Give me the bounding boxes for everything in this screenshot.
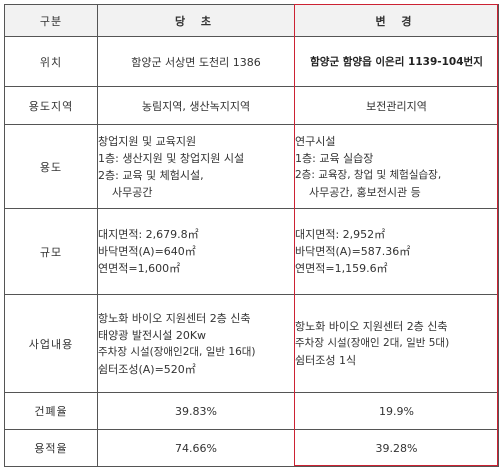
use-after-line: 2층: 교육장, 창업 및 체험실습장,	[295, 168, 442, 181]
project-after: 항노화 바이오 지원센터 2층 신축 주차장 시설(장애인 2대, 일반 5대)…	[294, 294, 499, 393]
header-original: 당 초	[97, 4, 295, 37]
location-after: 함양군 함양읍 이은리 1139-104번지	[294, 36, 499, 87]
scale-after-line: 바닥면적(A)=587.36㎡	[295, 245, 411, 258]
header-category: 구분	[4, 4, 98, 37]
row-floor-ratio: 용적율 74.66% 39.28%	[4, 429, 499, 467]
zoning-before: 농림지역, 생산녹지지역	[97, 86, 295, 125]
scale-after-line: 대지면적: 2,952㎡	[295, 228, 386, 241]
project-before: 항노화 바이오 지원센터 2층 신축 태양광 발전시설 20Kw 주차장 시설(…	[97, 294, 295, 393]
row-project: 사업내용 항노화 바이오 지원센터 2층 신축 태양광 발전시설 20Kw 주차…	[4, 294, 499, 393]
header-changed: 변 경	[294, 4, 499, 37]
project-before-line: 태양광 발전시설 20Kw	[98, 328, 207, 342]
label-scale: 규모	[4, 208, 98, 295]
header-row: 구분 당 초 변 경	[4, 4, 499, 37]
scale-before-line: 연면적=1,600㎡	[98, 262, 181, 275]
use-after-line: 1층: 교육 실습장	[295, 151, 374, 165]
row-zoning: 용도지역 농림지역, 생산녹지지역 보전관리지역	[4, 86, 499, 125]
use-before-line: 1층: 생산지원 및 창업지원 시설	[98, 151, 245, 165]
project-before-line: 주차장 시설(장애인2대, 일반 16대)	[98, 345, 256, 358]
row-location: 위치 함양군 서상면 도천리 1386 함양군 함양읍 이은리 1139-104…	[4, 36, 499, 87]
label-use: 용도	[4, 124, 98, 209]
row-use: 용도 창업지원 및 교육지원 1층: 생산지원 및 창업지원 시설 2층: 교육…	[4, 124, 499, 209]
use-before-line: 창업지원 및 교육지원	[98, 134, 197, 148]
row-scale: 규모 대지면적: 2,679.8㎡ 바닥면적(A)=640㎡ 연면적=1,600…	[4, 208, 499, 295]
coverage-after: 19.9%	[294, 392, 499, 430]
row-coverage: 건폐율 39.83% 19.9%	[4, 392, 499, 430]
project-after-line: 항노화 바이오 지원센터 2층 신축	[295, 320, 448, 333]
comparison-table: 구분 당 초 변 경 위치 함양군 서상면 도천리 1386 함양군 함양읍 이…	[4, 4, 499, 467]
project-after-line: 쉼터조성 1식	[295, 354, 357, 367]
scale-before-line: 대지면적: 2,679.8㎡	[98, 228, 199, 241]
floor-ratio-after: 39.28%	[294, 429, 499, 467]
use-before: 창업지원 및 교육지원 1층: 생산지원 및 창업지원 시설 2층: 교육 및 …	[97, 124, 295, 209]
use-before-line: 2층: 교육 및 체험시설,	[98, 168, 204, 182]
label-floor-ratio: 용적율	[4, 429, 98, 467]
scale-after-line: 연면적=1,159.6㎡	[295, 262, 388, 275]
use-before-line: 사무공간	[112, 185, 153, 199]
label-zoning: 용도지역	[4, 86, 98, 125]
scale-after: 대지면적: 2,952㎡ 바닥면적(A)=587.36㎡ 연면적=1,159.6…	[294, 208, 499, 295]
floor-ratio-before: 74.66%	[97, 429, 295, 467]
label-coverage: 건폐율	[4, 392, 98, 430]
label-project: 사업내용	[4, 294, 98, 393]
zoning-after: 보전관리지역	[294, 86, 499, 125]
use-after-line: 연구시설	[295, 134, 336, 148]
project-after-line: 주차장 시설(장애인 2대, 일반 5대)	[295, 337, 450, 349]
scale-before: 대지면적: 2,679.8㎡ 바닥면적(A)=640㎡ 연면적=1,600㎡	[97, 208, 295, 295]
use-after: 연구시설 1층: 교육 실습장 2층: 교육장, 창업 및 체험실습장, 사무공…	[294, 124, 499, 209]
coverage-before: 39.83%	[97, 392, 295, 430]
label-location: 위치	[4, 36, 98, 87]
location-before: 함양군 서상면 도천리 1386	[97, 36, 295, 87]
scale-before-line: 바닥면적(A)=640㎡	[98, 245, 196, 258]
use-after-line: 사무공간, 홍보전시관 등	[309, 185, 421, 199]
project-before-line: 쉼터조성(A)=520㎡	[98, 362, 196, 376]
project-before-line: 항노화 바이오 지원센터 2층 신축	[98, 311, 251, 325]
